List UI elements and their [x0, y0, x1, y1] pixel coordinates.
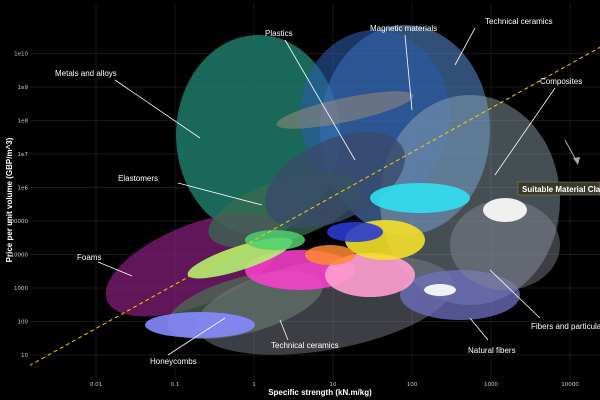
arrow-head — [573, 157, 580, 165]
y-tick-label: 1e8 — [18, 119, 29, 125]
material-cluster-white-2 — [424, 284, 456, 296]
x-tick-label: 0.01 — [90, 382, 102, 388]
callout-line-foams — [97, 261, 133, 277]
highlight-box: Suitable Material Cla — [517, 181, 600, 196]
class-label: Technical ceramics — [271, 341, 339, 350]
x-tick-label: 10 — [330, 382, 337, 388]
y-tick-label: 100 — [18, 320, 29, 326]
y-tick-label: 1e10 — [14, 52, 28, 58]
y-tick-label: 1e7 — [18, 152, 29, 158]
bubble-plastics — [264, 131, 406, 229]
material-cluster-cyan — [370, 183, 470, 213]
y-tick-label: 1000 — [14, 286, 28, 292]
callout-line-composites — [494, 87, 556, 176]
material-cluster-blue — [327, 222, 383, 242]
tick-labels: 0.01 0.1 1 10 100 1000 10000 1e10 1e9 1e8 1e7 1e6 10… — [7, 52, 579, 389]
y-axis-title: Price per unit volume (GBP/m^3) — [5, 137, 14, 262]
callout-line-technical-ceramics-low — [279, 319, 289, 341]
y-tick-label: 1e6 — [18, 186, 29, 192]
x-tick-label: 10000 — [561, 382, 579, 388]
callout-line-metals — [114, 79, 201, 139]
x-tick-label: 1 — [252, 382, 256, 388]
class-label: Honeycombs — [150, 357, 197, 366]
class-label: Magnetic materials — [370, 24, 437, 33]
material-bubbles — [105, 25, 560, 355]
class-labels: Metals and alloys Plastics Magnetic materi… — [55, 17, 600, 366]
material-cluster-lavender — [145, 312, 255, 338]
x-tick-label: 0.1 — [171, 382, 180, 388]
y-tick-label: 10000 — [11, 253, 29, 259]
callout-line-magnetic — [404, 34, 413, 111]
callout-line-technical-ceramics — [454, 27, 476, 66]
callout-line-plastics — [284, 39, 356, 161]
callout-lines — [97, 27, 556, 356]
x-tick-label: 100 — [407, 382, 418, 388]
class-label: Foams — [77, 253, 101, 262]
material-cluster-pink — [325, 253, 415, 297]
material-cluster-grey-metals — [276, 91, 414, 129]
material-cluster-green — [245, 230, 305, 250]
class-label: Technical ceramics — [485, 17, 553, 26]
class-label: Composites — [540, 77, 582, 86]
bubble-natural-fibers — [400, 270, 520, 320]
plot-area — [30, 25, 600, 366]
class-label: Fibers and particulates — [531, 322, 600, 331]
callout-line-honeycombs — [167, 317, 226, 356]
y-tick-label: 1e9 — [18, 85, 29, 91]
callout-line-fibers-particulates — [489, 269, 541, 319]
selection-guideline — [30, 46, 600, 366]
class-label: Natural fibers — [468, 346, 516, 355]
callout-line-elastomers — [177, 182, 263, 206]
highlight-label: Suitable Material Cla — [522, 185, 600, 194]
callout-line-natural-fibers — [469, 317, 489, 341]
material-cluster-orange — [305, 245, 355, 265]
y-tick-label: 10 — [21, 353, 28, 359]
x-tick-label: 1000 — [484, 382, 498, 388]
bubble-composites — [380, 95, 560, 305]
class-label: Metals and alloys — [55, 69, 117, 78]
y-tick-label: 100000 — [7, 219, 28, 225]
x-axis-title: Specific strength (kN.m/kg) — [268, 388, 372, 397]
class-label: Elastomers — [118, 174, 158, 183]
bubble-fibers-and-particulates — [450, 200, 560, 290]
material-cluster-white — [483, 198, 527, 222]
class-label: Plastics — [265, 29, 293, 38]
